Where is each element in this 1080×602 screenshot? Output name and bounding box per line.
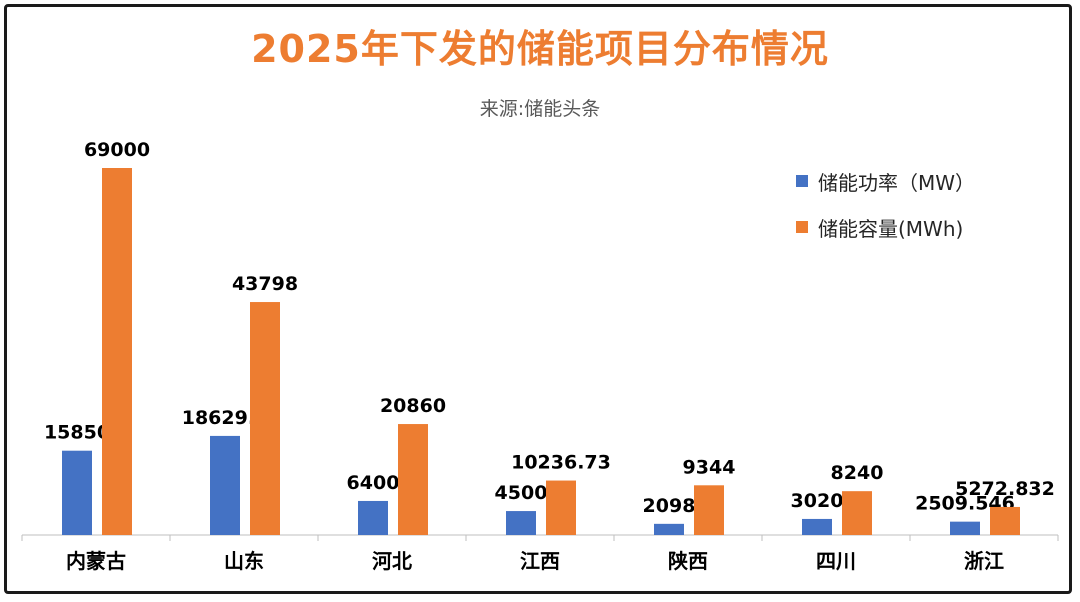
data-label-capacity: 9344 <box>683 456 736 478</box>
x-tick-label: 江西 <box>520 549 560 573</box>
bar-capacity <box>398 424 428 535</box>
data-label-power: 3020 <box>791 490 844 512</box>
bar-capacity <box>546 480 576 535</box>
legend-item-power: 储能功率（MW） <box>796 168 976 195</box>
chart-frame <box>4 4 1072 594</box>
bar-capacity <box>990 506 1020 535</box>
data-label-capacity: 5272.832 <box>955 478 1055 500</box>
data-label-power: 18629.2 <box>182 407 269 429</box>
bar-power <box>210 435 240 535</box>
chart-title: 2025年下发的储能项目分布情况 <box>251 27 829 71</box>
legend-label-capacity: 储能容量(MWh) <box>818 216 964 241</box>
data-label-capacity: 69000 <box>84 139 150 161</box>
bar-capacity <box>250 302 280 535</box>
data-label-capacity: 8240 <box>831 462 884 484</box>
bar-power <box>802 518 832 535</box>
bar-power <box>358 500 388 535</box>
chart-subtitle: 来源:储能头条 <box>479 98 601 120</box>
data-label-power: 6400 <box>347 472 400 494</box>
legend-swatch-power <box>796 175 808 187</box>
legend-label-power: 储能功率（MW） <box>818 170 976 195</box>
x-tick-label: 陕西 <box>668 549 708 573</box>
x-tick-label: 山东 <box>224 549 264 573</box>
x-tick-label: 浙江 <box>964 549 1004 573</box>
chart-legend: 储能功率（MW） 储能容量(MWh) <box>796 168 975 260</box>
bar-capacity <box>842 491 872 535</box>
x-tick-label: 河北 <box>372 549 412 573</box>
data-label-power: 2098 <box>643 495 696 517</box>
data-label-power: 4500 <box>495 482 548 504</box>
bar-power <box>62 450 92 535</box>
data-label-capacity: 20860 <box>380 395 446 417</box>
data-label-power: 15850 <box>44 422 110 444</box>
bar-capacity <box>102 168 132 535</box>
data-label-power: 2509.546 <box>915 493 1015 515</box>
x-tick-label: 内蒙古 <box>66 549 126 573</box>
data-label-capacity: 43798 <box>232 273 298 295</box>
bar-power <box>506 511 536 535</box>
legend-swatch-capacity <box>796 221 808 233</box>
bar-power <box>950 521 980 535</box>
bar-capacity <box>694 485 724 535</box>
bar-power <box>654 523 684 535</box>
data-label-capacity: 10236.73 <box>511 452 611 474</box>
x-tick-label: 四川 <box>816 549 856 573</box>
legend-item-capacity: 储能容量(MWh) <box>796 214 975 241</box>
